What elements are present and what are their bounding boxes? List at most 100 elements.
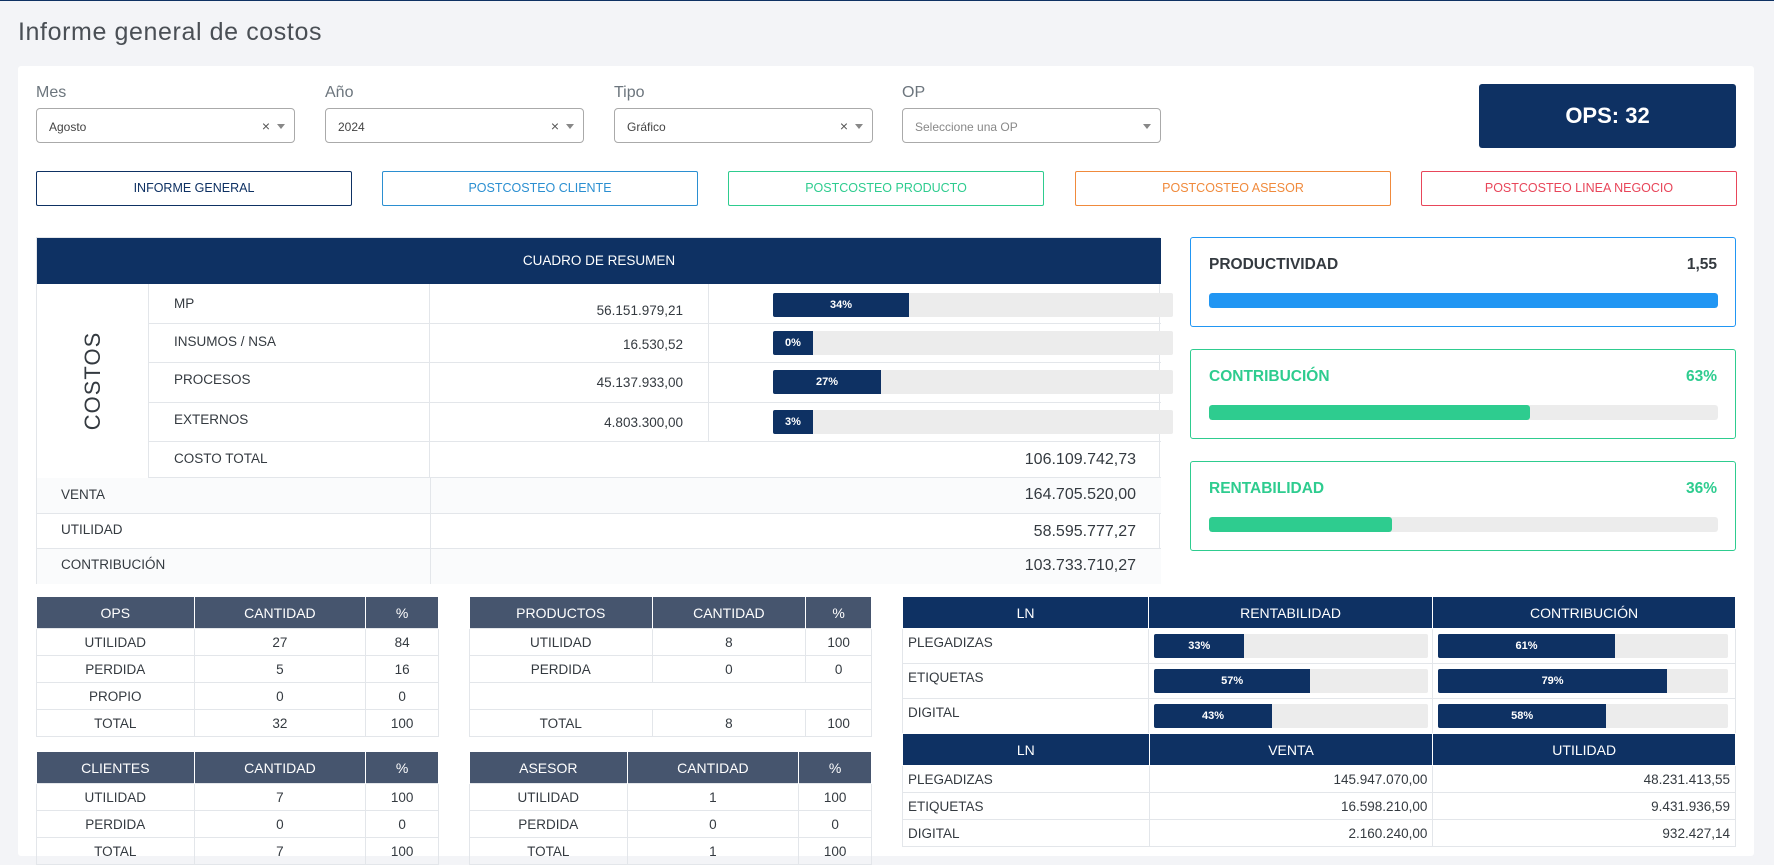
table-row: DIGITAL 2.160.240,00 932.427,14	[902, 819, 1736, 847]
postcosteo-producto-button[interactable]: POSTCOSTEO PRODUCTO	[728, 171, 1044, 206]
costo-total-value: 106.109.742,73	[429, 442, 1161, 477]
table-row: DIGITAL 43% 58%	[901, 698, 1736, 734]
anio-select[interactable]: 2024 ×	[325, 108, 584, 143]
mes-label: Mes	[36, 84, 67, 101]
utilidad-row: UTILIDAD 58.595.777,27	[37, 514, 1161, 549]
table-header: CANTIDAD	[193, 596, 367, 629]
table-cell: PERDIDA	[36, 655, 195, 683]
table-row: TOTAL 32 100	[36, 709, 439, 737]
table-row: PLEGADIZAS 145.947.070,00 48.231.413,55	[902, 765, 1736, 793]
table-cell: 0	[626, 810, 800, 838]
table-cell: PERDIDA	[469, 655, 653, 683]
postcosteo-asesor-button[interactable]: POSTCOSTEO ASESOR	[1075, 171, 1391, 206]
progress-fill: 58%	[1438, 704, 1607, 728]
table-cell: 58%	[1432, 698, 1736, 734]
table-row: UTILIDAD 7 100	[36, 783, 439, 811]
table-header: %	[805, 596, 872, 629]
table-cell: 100	[798, 837, 872, 865]
table-row: PLEGADIZAS 33% 61%	[901, 628, 1736, 664]
table-cell: 0	[365, 810, 439, 838]
table-header: %	[798, 751, 872, 784]
kpi-progress-bar	[1209, 293, 1718, 308]
table-cell: 27	[193, 628, 367, 656]
kpi-label: PRODUCTIVIDAD	[1209, 256, 1339, 273]
ln-name: ETIQUETAS	[901, 663, 1150, 699]
table-header: UTILIDAD	[1432, 733, 1736, 766]
postcosteo-linea-negocio-button[interactable]: POSTCOSTEO LINEA NEGOCIO	[1421, 171, 1737, 206]
asesor-table: ASESOR CANTIDAD% UTILIDAD 1 100 PERDIDA 0 0 T…	[469, 751, 872, 865]
table-cell: 2.160.240,00	[1148, 819, 1434, 847]
cost-progress-bar: 27%	[773, 370, 1173, 394]
table-cell: DIGITAL	[902, 819, 1150, 847]
ln-name: PLEGADIZAS	[901, 628, 1150, 664]
table-cell: 100	[798, 783, 872, 811]
mes-value: Agosto	[49, 120, 87, 134]
costo-total-row: COSTO TOTAL 106.109.742,73	[149, 442, 1161, 478]
costos-label: COSTOS	[80, 331, 105, 431]
table-row: PERDIDA 0 0	[469, 810, 872, 838]
page-title: Informe general de costos	[18, 18, 323, 46]
table-header: CLIENTES	[36, 751, 195, 784]
table-cell: 16	[365, 655, 439, 683]
table-cell: 0	[651, 655, 807, 683]
tipo-select[interactable]: Gráfico ×	[614, 108, 873, 143]
table-row: PERDIDA 0 0	[469, 655, 872, 683]
table-row: PROPIO 0 0	[36, 682, 439, 710]
table-cell: ETIQUETAS	[902, 792, 1150, 820]
chevron-down-icon[interactable]	[277, 124, 285, 129]
utilidad-label: UTILIDAD	[61, 522, 123, 537]
chevron-down-icon[interactable]	[1143, 124, 1151, 129]
contribucion-bar: 58%	[1438, 704, 1729, 728]
table-cell: 100	[805, 709, 872, 737]
costo-total-label: COSTO TOTAL	[174, 451, 268, 466]
clear-icon[interactable]: ×	[261, 118, 270, 134]
table-cell: 145.947.070,00	[1148, 765, 1434, 793]
table-cell: PROPIO	[36, 682, 195, 710]
postcosteo-cliente-button[interactable]: POSTCOSTEO CLIENTE	[382, 171, 698, 206]
venta-row: VENTA 164.705.520,00	[37, 478, 1161, 514]
mes-select[interactable]: Agosto ×	[36, 108, 295, 143]
kpi-value: 63%	[1685, 368, 1717, 385]
clear-icon[interactable]: ×	[839, 118, 848, 134]
table-cell: 1	[626, 837, 800, 865]
summary-row: PROCESOS 45.137.933,00 27%	[149, 363, 1173, 403]
table-header: CANTIDAD	[626, 751, 800, 784]
clear-icon[interactable]: ×	[550, 118, 559, 134]
contribucion-value: 103.733.710,27	[430, 549, 1161, 584]
progress-fill: 0%	[773, 331, 813, 355]
contribucion-card: CONTRIBUCIÓN 63%	[1190, 349, 1736, 439]
clientes-table: CLIENTES CANTIDAD% UTILIDAD 7 100 PERDIDA 0 0…	[36, 751, 439, 865]
informe-general-button[interactable]: INFORME GENERAL	[36, 171, 352, 206]
kpi-value: 36%	[1685, 480, 1717, 497]
table-header: RENTABILIDAD	[1148, 596, 1434, 629]
summary-table: CUADRO DE RESUMEN COSTOS MP 56.151.979,2…	[36, 237, 1173, 584]
table-cell: 0	[193, 682, 367, 710]
table-cell: PERDIDA	[469, 810, 628, 838]
table-row: TOTAL 7 100	[36, 837, 439, 865]
table-cell: 1	[626, 783, 800, 811]
table-cell: 9.431.936,59	[1432, 792, 1736, 820]
table-cell: 32	[193, 709, 367, 737]
table-cell	[469, 682, 872, 710]
table-header: LN	[902, 733, 1150, 766]
progress-fill: 33%	[1154, 634, 1245, 658]
table-row: ETIQUETAS 57% 79%	[901, 663, 1736, 699]
table-cell: UTILIDAD	[36, 628, 195, 656]
chevron-down-icon[interactable]	[855, 124, 863, 129]
progress-fill: 79%	[1438, 669, 1668, 693]
cost-progress-bar: 3%	[773, 410, 1173, 434]
utilidad-value: 58.595.777,27	[430, 514, 1161, 548]
table-cell: 7	[193, 837, 367, 865]
table-cell: PERDIDA	[36, 810, 195, 838]
progress-fill: 3%	[773, 410, 813, 434]
chevron-down-icon[interactable]	[566, 124, 574, 129]
table-cell: 100	[365, 783, 439, 811]
progress-fill: 34%	[773, 293, 909, 317]
table-cell: TOTAL	[36, 837, 195, 865]
table-cell: 33%	[1148, 628, 1434, 664]
cost-value: 16.530,52	[429, 324, 709, 362]
table-cell: 48.231.413,55	[1432, 765, 1736, 793]
table-cell: TOTAL	[469, 837, 628, 865]
op-select[interactable]: Seleccione una OP	[902, 108, 1161, 143]
table-row: TOTAL 1 100	[469, 837, 872, 865]
